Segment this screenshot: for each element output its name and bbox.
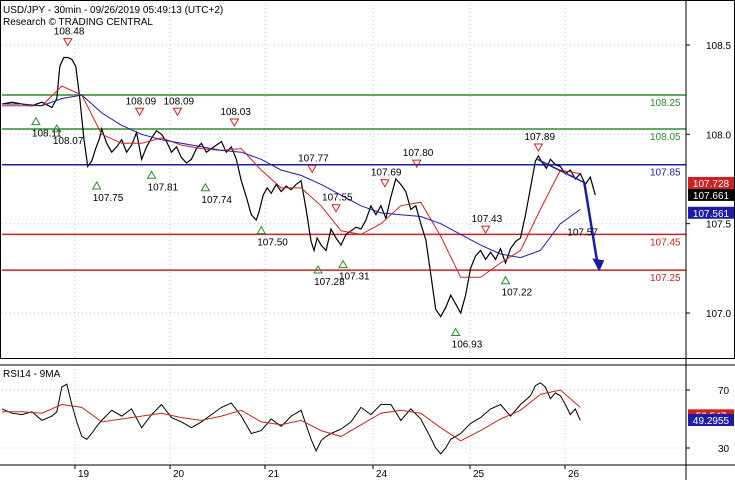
forecast-arrow-shaft: [583, 182, 600, 269]
rsi-title: RSI14 - 9MA: [3, 369, 61, 380]
high-marker-icon: [331, 204, 341, 213]
price-box: [688, 188, 734, 201]
rsi-panel: RSI14 - 9MA703052.54749.2955: [1, 365, 734, 465]
low-marker-icon: [200, 182, 211, 192]
high-label: 107.43: [472, 214, 503, 225]
level-label: 108.25: [650, 98, 681, 109]
high-marker-icon: [411, 159, 422, 169]
time-tick-label: 24: [376, 469, 388, 480]
price-tick-label: 107.5: [706, 220, 731, 231]
level-label: 107.45: [650, 237, 681, 248]
price-series-0: [1, 56, 596, 318]
price-box-label: 107.728: [693, 179, 730, 190]
chart-subtitle: Research © TRADING CENTRAL: [3, 17, 153, 28]
high-label: 107.80: [403, 148, 434, 159]
trend-line: [537, 158, 585, 184]
high-label: 108.03: [220, 107, 251, 118]
low-marker-icon: [338, 259, 348, 269]
price-series-1: [2, 85, 581, 278]
low-marker-icon: [313, 264, 323, 274]
level-label: 107.25: [650, 273, 681, 284]
low-label: 107.75: [93, 193, 124, 204]
high-marker-icon: [533, 143, 544, 152]
high-label: 107.77: [298, 153, 329, 164]
chart-title: USD/JPY - 30min - 09/26/2019 05:49:13 (U…: [3, 5, 223, 16]
low-label: 108.11: [32, 129, 62, 140]
high-marker-icon: [380, 179, 390, 188]
low-marker-icon: [256, 225, 267, 235]
high-marker-icon: [307, 164, 317, 174]
time-tick-label: 26: [568, 469, 580, 480]
rsi-tick-label: 70: [718, 386, 730, 397]
price-box: [688, 176, 734, 189]
high-marker-icon: [134, 107, 145, 117]
price-box-label: 107.661: [693, 191, 730, 202]
forecast-arrowhead: [592, 258, 605, 272]
low-label: 107.81: [148, 182, 179, 193]
time-tick-label: 20: [173, 469, 185, 480]
rsi-series-0: [1, 382, 581, 455]
rsi-series-1: [2, 389, 581, 442]
high-label: 107.89: [524, 132, 555, 143]
low-label: 107.22: [502, 288, 533, 299]
high-label: 107.55: [322, 193, 353, 204]
price-tick-label: 108.5: [706, 41, 731, 52]
price-frame: [0, 0, 735, 359]
price-box-label: 107.561: [693, 209, 730, 220]
price-series-2: [2, 94, 581, 259]
low-label: 106.93: [452, 340, 483, 351]
time-tick-label: 25: [473, 469, 485, 480]
level-label: 107.85: [650, 168, 681, 179]
high-label: 107.69: [371, 168, 402, 179]
high-marker-icon: [229, 118, 240, 127]
high-marker-icon: [172, 107, 183, 117]
low-marker-icon: [51, 123, 62, 133]
high-marker-icon: [62, 38, 73, 47]
time-tick-label: 19: [78, 469, 90, 480]
low-label: 107.74: [201, 195, 232, 206]
low-label: 108.07: [53, 136, 84, 147]
high-label: 108.09: [163, 96, 194, 107]
high-label: 108.09: [126, 96, 157, 107]
price-tick-label: 107.0: [706, 309, 731, 320]
low-marker-icon: [91, 180, 102, 190]
price-tick-label: 108.0: [706, 130, 731, 141]
low-marker-icon: [146, 170, 157, 179]
high-marker-icon: [480, 225, 491, 235]
extra-price-label: 107.57: [567, 228, 598, 239]
rsi-tick-label: 30: [718, 444, 730, 455]
level-label: 108.05: [650, 132, 681, 143]
rsi-value-label: 49.2955: [693, 416, 730, 427]
low-marker-icon: [31, 116, 41, 126]
rsi-value-box: [688, 414, 734, 427]
low-label: 107.50: [257, 238, 288, 249]
low-marker-icon: [450, 327, 461, 337]
low-label: 107.28: [314, 277, 345, 288]
time-tick-label: 21: [268, 469, 280, 480]
price-panel: 108.5 108.0 107.5 107.0 108.25 108.05 107.85 10…: [1, 0, 734, 358]
high-label: 108.48: [54, 27, 85, 38]
low-label: 107.31: [339, 272, 370, 283]
low-marker-icon: [500, 275, 511, 285]
price-box: [688, 206, 734, 219]
